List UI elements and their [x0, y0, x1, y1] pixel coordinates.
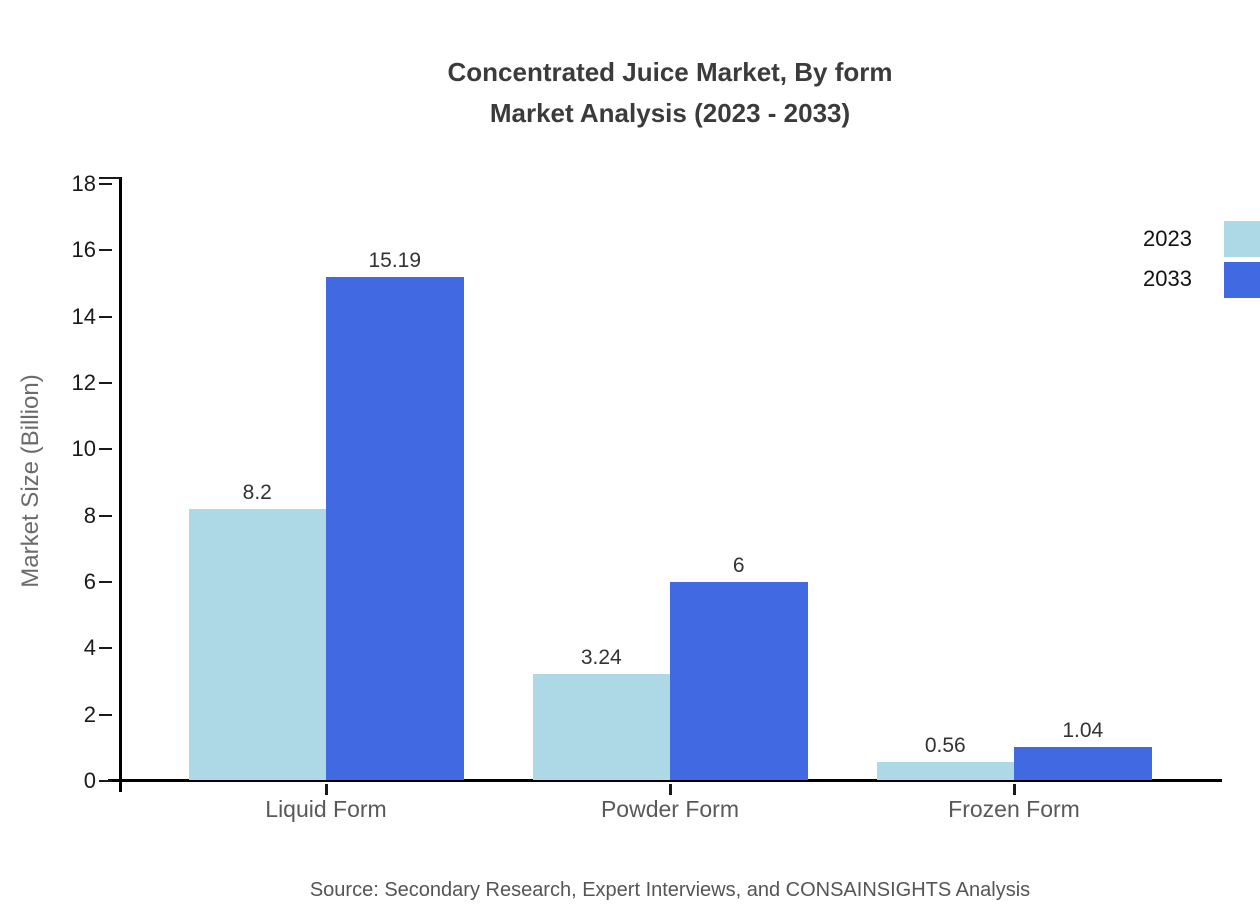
- y-tick-mark: [99, 514, 112, 517]
- bar-2033-frozen-form: [1014, 746, 1152, 780]
- y-tick-label: 4: [83, 635, 96, 661]
- y-tick-mark: [99, 448, 112, 451]
- x-category-label: Frozen Form: [948, 796, 1080, 822]
- chart-title-line2: Market Analysis (2023 - 2033): [489, 98, 851, 128]
- bar-value-label: 3.24: [580, 645, 622, 669]
- y-axis-line: [119, 177, 122, 792]
- x-axis-line: [108, 778, 1222, 782]
- y-axis-title: Market Size (Billion): [17, 374, 44, 588]
- y-tick-mark: [99, 382, 112, 384]
- y-tick-label: 16: [71, 237, 96, 263]
- source-note: Source: Secondary Research, Expert Inter…: [309, 879, 1031, 901]
- legend-swatch-2023: [1224, 221, 1260, 257]
- y-tick-mark: [99, 647, 112, 650]
- chart-title: Concentrated Juice Market, By form Marke…: [80, 52, 1260, 134]
- y-axis-top-cap: [99, 177, 121, 179]
- x-tick-mark: [324, 784, 328, 795]
- y-tick-label: 8: [83, 502, 96, 528]
- y-tick-label: 10: [71, 436, 96, 462]
- bar-2023-powder-form: [532, 673, 670, 780]
- bar-value-label: 1.04: [1062, 718, 1104, 742]
- y-tick-mark: [99, 713, 112, 716]
- y-tick-label: 0: [83, 768, 96, 793]
- y-tick-label: 6: [83, 569, 96, 594]
- x-tick-mark: [668, 784, 672, 795]
- bar-value-label: 6: [732, 554, 745, 577]
- legend-swatch-2033: [1224, 262, 1260, 298]
- bar-2023-frozen-form: [876, 762, 1014, 780]
- y-tick-label: 18: [71, 171, 96, 196]
- x-tick-mark: [1012, 784, 1016, 795]
- chart-title-line1: Concentrated Juice Market, By form: [447, 57, 893, 87]
- bar-value-label: 0.56: [924, 734, 966, 758]
- x-category-label: Liquid Form: [265, 796, 387, 822]
- y-tick-label: 12: [71, 370, 96, 395]
- bar-2023-liquid-form: [188, 509, 326, 780]
- y-tick-mark: [99, 249, 112, 252]
- bar-value-label: 15.19: [368, 249, 422, 273]
- x-category-label: Powder Form: [600, 796, 740, 822]
- y-tick-mark: [99, 581, 112, 583]
- y-tick-mark: [99, 183, 112, 185]
- bar-2033-liquid-form: [326, 277, 464, 780]
- bar-2033-powder-form: [670, 582, 808, 780]
- y-tick-mark: [99, 315, 112, 318]
- legend-label-2023: 2023: [1143, 226, 1192, 251]
- y-tick-label: 2: [83, 701, 96, 727]
- y-tick-mark: [99, 780, 112, 782]
- y-tick-label: 14: [71, 303, 96, 329]
- bar-value-label: 8.2: [242, 481, 272, 505]
- legend-label-2033: 2033: [1143, 266, 1192, 291]
